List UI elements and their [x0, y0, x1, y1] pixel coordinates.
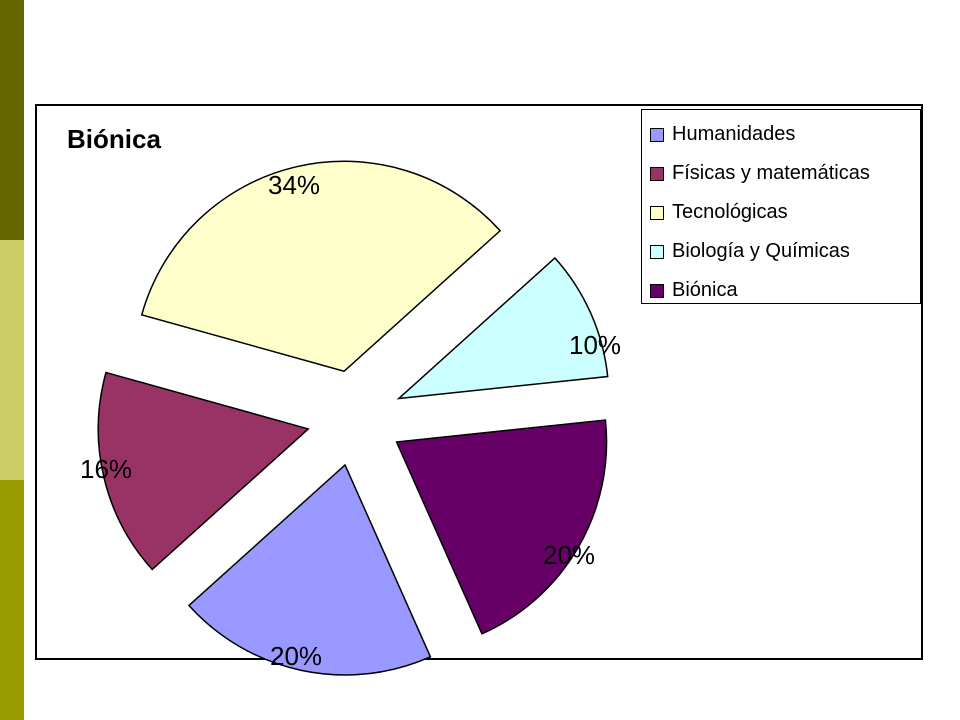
- legend-swatch-biologia-quimicas: [650, 244, 664, 259]
- pie-slice-fisicas-matematicas: [97, 371, 310, 571]
- slice-label-humanidades: 20%: [270, 641, 323, 671]
- legend-swatch-tecnologicas: [650, 205, 664, 220]
- legend-item-tecnologicas: Tecnológicas: [650, 193, 920, 232]
- chart-legend: Humanidades Físicas y matemáticas Tecnol…: [641, 109, 921, 304]
- legend-swatch-bionica: [650, 283, 664, 298]
- slice-label-tecnologicas: 34%: [268, 170, 321, 200]
- pie-slice-humanidades: [187, 463, 432, 676]
- pie-slice-bionica: [395, 419, 608, 635]
- legend-swatch-humanidades: [650, 127, 664, 142]
- legend-label-tecnologicas: Tecnológicas: [672, 201, 788, 223]
- chart-title: Biónica: [67, 124, 161, 154]
- legend-label-humanidades: Humanidades: [672, 123, 796, 145]
- decor-stripe-top: [0, 0, 24, 240]
- legend-item-fisicas-matematicas: Físicas y matemáticas: [650, 154, 920, 193]
- legend-label-bionica: Biónica: [672, 279, 738, 301]
- decor-stripe-middle: [0, 240, 24, 480]
- slice-label-biologia-quimicas: 10%: [569, 330, 622, 360]
- legend-item-humanidades: Humanidades: [650, 115, 920, 154]
- legend-label-fisicas-matematicas: Físicas y matemáticas: [672, 162, 870, 184]
- pie-slice-biologia-quimicas: [396, 256, 609, 400]
- legend-label-biologia-quimicas: Biología y Químicas: [672, 240, 850, 262]
- slice-label-fisicas-matematicas: 16%: [80, 454, 133, 484]
- legend-item-biologia-quimicas: Biología y Químicas: [650, 232, 920, 271]
- legend-swatch-fisicas-matematicas: [650, 166, 664, 181]
- pie-slice-tecnologicas: [140, 160, 502, 373]
- slice-label-bionica: 20%: [543, 540, 596, 570]
- decor-stripe-bottom: [0, 480, 24, 720]
- legend-item-bionica: Biónica: [650, 271, 920, 310]
